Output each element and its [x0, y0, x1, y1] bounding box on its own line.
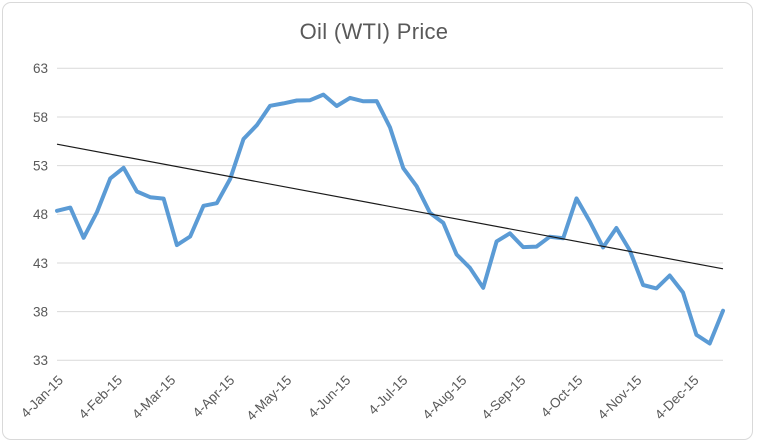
- y-tick-label: 43: [33, 256, 48, 271]
- x-tick-label: 4-Jul-15: [365, 373, 410, 418]
- x-tick-label: 4-Feb-15: [76, 373, 125, 422]
- y-tick-label: 48: [33, 207, 48, 222]
- x-tick-label: 4-May-15: [243, 373, 294, 424]
- y-tick-label: 38: [33, 304, 48, 319]
- x-tick-label: 4-Aug-15: [420, 373, 470, 423]
- chart-title: Oil (WTI) Price: [299, 19, 449, 44]
- x-tick-label: 4-Apr-15: [190, 373, 238, 421]
- x-tick-label: 4-Jun-15: [305, 373, 353, 421]
- x-tick-label: 4-Mar-15: [129, 373, 178, 422]
- x-tick-label: 4-Oct-15: [538, 373, 586, 421]
- chart-frame: [2, 2, 753, 440]
- y-tick-label: 58: [33, 110, 48, 125]
- price-line: [55, 92, 725, 346]
- x-tick-label: 4-Dec-15: [652, 373, 702, 423]
- x-tick-label: 4-Jan-15: [18, 373, 66, 421]
- y-tick-label: 53: [33, 158, 48, 173]
- y-tick-label: 33: [33, 353, 48, 368]
- y-tick-label: 63: [33, 61, 48, 76]
- x-tick-label: 4-Sep-15: [479, 373, 529, 423]
- trendline: [56, 143, 724, 270]
- x-tick-label: 4-Nov-15: [595, 373, 645, 423]
